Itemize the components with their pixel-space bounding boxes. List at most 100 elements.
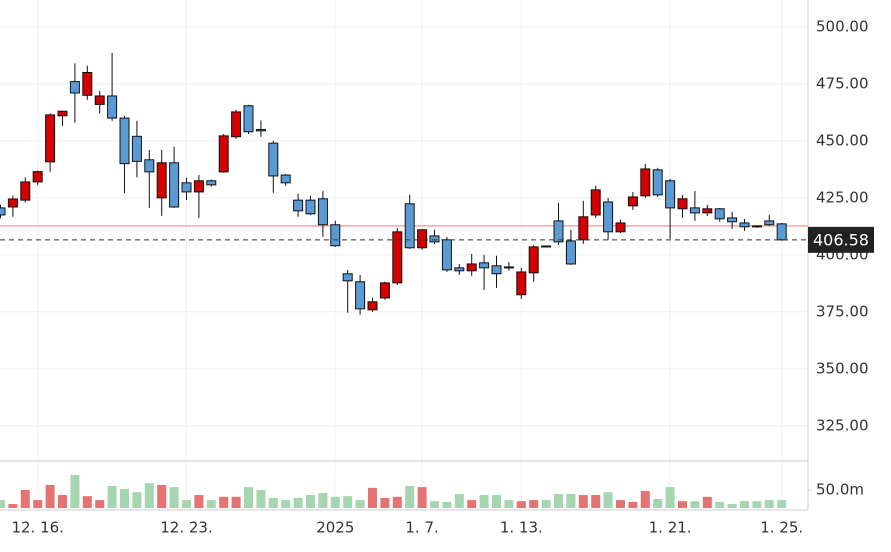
candle-body [169, 162, 180, 208]
volume-tick-label: 50.0m [816, 481, 864, 499]
volume-bar [628, 501, 638, 508]
candle-body [57, 110, 68, 117]
x-tick-label: 1. 13. [500, 519, 543, 537]
volume-bar [392, 496, 402, 508]
candle-body [131, 135, 142, 162]
volume-bar [157, 484, 167, 508]
volume-bar [777, 500, 787, 508]
volume-bar [206, 500, 216, 508]
candle-body [119, 117, 130, 165]
x-tick-label: 1. 7. [405, 519, 438, 537]
candle-body [776, 223, 787, 241]
candle-body [429, 235, 440, 243]
candle-body [280, 174, 291, 184]
x-tick-label: 12. 16. [11, 519, 63, 537]
candle-body [677, 198, 688, 210]
candle-body [107, 95, 118, 119]
candle-body [603, 201, 614, 233]
candle-body [714, 208, 725, 220]
volume-bar [603, 492, 613, 508]
volume-bar [640, 491, 650, 508]
candle-body [764, 220, 775, 226]
candle-body [317, 198, 328, 226]
volume-bar [504, 500, 514, 508]
volume-bar [529, 500, 539, 508]
volume-bar [182, 500, 191, 508]
volume-bar [20, 490, 30, 508]
volume-bar [616, 500, 625, 508]
volume-bar [95, 500, 105, 508]
volume-bar [442, 501, 452, 508]
volume-bar [256, 490, 266, 508]
volume-bar [690, 501, 700, 508]
candle-body [702, 208, 713, 214]
candle-body [479, 262, 490, 269]
volume-bar [702, 496, 712, 508]
candle-body [305, 199, 316, 215]
candle-body [665, 180, 676, 209]
candle-body [69, 81, 80, 94]
candle-body [441, 239, 452, 271]
candle-body [144, 159, 155, 173]
candle-body [156, 162, 167, 199]
candle-body [751, 225, 762, 228]
candle-body [392, 231, 403, 284]
candle-body [7, 198, 18, 208]
candle-body [491, 265, 502, 275]
volume-bar [355, 500, 365, 508]
x-tick-label: 1. 21. [649, 519, 692, 537]
candle-body [466, 263, 477, 272]
candle-body [615, 222, 626, 233]
candle-body [578, 216, 589, 241]
volume-bar [752, 501, 762, 508]
candle-body [206, 180, 217, 186]
candle-body [417, 229, 428, 249]
x-tick-label: 2025 [316, 519, 354, 537]
volume-bar [169, 487, 179, 508]
volume-bar [566, 493, 576, 508]
candle-body [739, 222, 750, 228]
last-price-box [808, 226, 874, 253]
volume-bar [82, 496, 92, 508]
y-tick-label: 500.00 [816, 17, 869, 35]
candle-body [293, 199, 304, 212]
candle-body [32, 171, 43, 183]
volume-bar [417, 487, 427, 508]
volume-bar [194, 495, 204, 508]
volume-bar [678, 501, 687, 508]
volume-bar [516, 501, 526, 508]
volume-bar [554, 493, 563, 508]
volume-bar [0, 500, 5, 508]
volume-bar [715, 501, 725, 508]
candle-body [541, 245, 552, 248]
last-price-label: 406.58 [813, 230, 869, 249]
volume-bar [33, 500, 43, 508]
volume-bar [318, 492, 328, 508]
volume-bar [727, 504, 737, 508]
volume-bar [268, 497, 278, 508]
candle-body [218, 135, 229, 173]
volume-bar [281, 500, 291, 508]
volume-bar [70, 474, 80, 508]
y-tick-label: 425.00 [816, 188, 869, 206]
candle-body [565, 240, 576, 265]
volume-bar [764, 500, 774, 508]
candle-body [0, 207, 6, 216]
candle-body [193, 180, 204, 193]
candle-body [94, 95, 105, 105]
volume-bar [653, 499, 663, 508]
x-tick-label: 12. 23. [160, 519, 212, 537]
candle-body [404, 203, 415, 249]
x-tick-label: 1. 25. [760, 519, 803, 537]
candle-body [342, 273, 353, 282]
volume-bar [665, 487, 675, 508]
candle-body [652, 169, 663, 196]
volume-bar [492, 495, 501, 508]
y-tick-label: 450.00 [816, 131, 869, 149]
candle-body [82, 71, 93, 96]
volume-bar [330, 496, 340, 508]
volume-bar [8, 504, 18, 508]
